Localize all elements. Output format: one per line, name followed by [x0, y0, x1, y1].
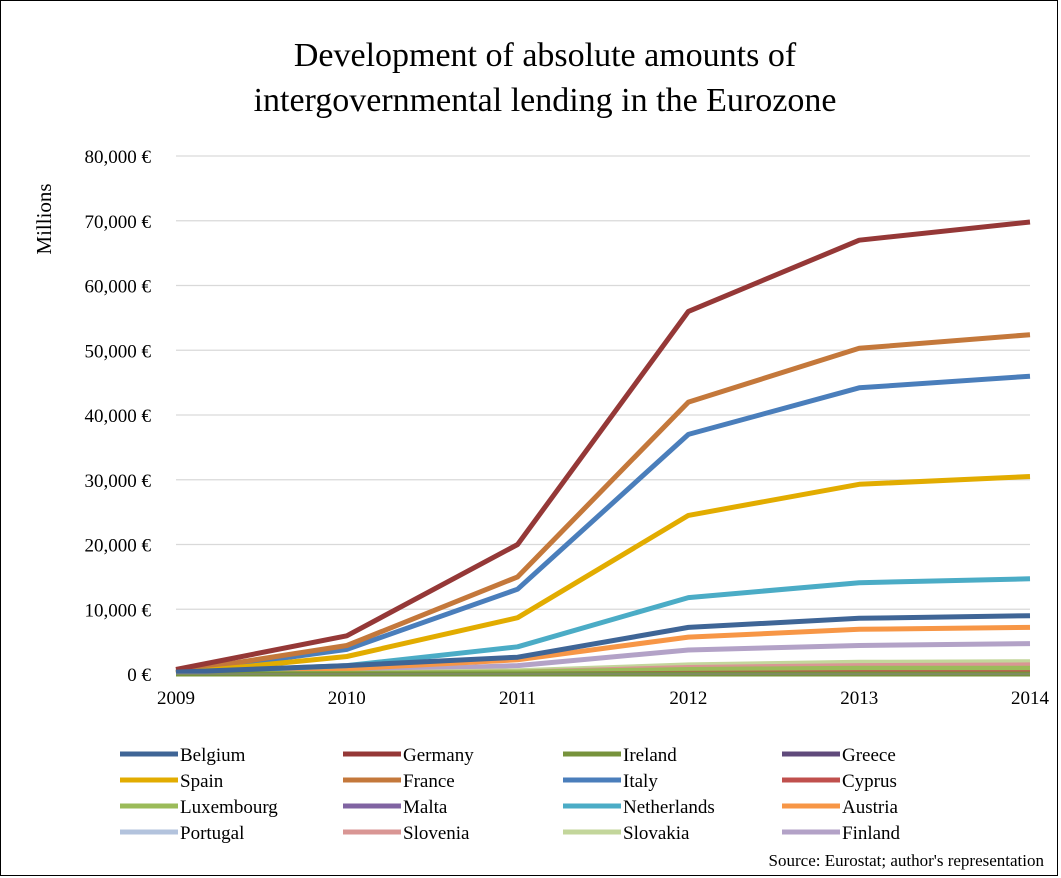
y-tick-label: 10,000 €	[85, 600, 152, 621]
x-tick-label: 2011	[499, 688, 536, 709]
chart-title: Development of absolute amounts of inter…	[254, 37, 837, 119]
series-line-belgium	[175, 613, 1031, 675]
legend: Belgium Germany Ireland Greece Spain France It…	[120, 745, 901, 844]
legend-label: Austria	[842, 797, 899, 818]
source-note: Source: Eurostat; author's representatio…	[769, 851, 1045, 870]
y-axis-ticks: 0 € 10,000 € 20,000 € 30,000 € 40,000 € 50,00…	[85, 147, 152, 686]
y-tick-label: 50,000 €	[85, 341, 152, 362]
legend-label: Cyprus	[842, 771, 897, 792]
x-tick-label: 2013	[840, 688, 878, 709]
series-line-spain	[175, 474, 1031, 676]
legend-label: Finland	[842, 823, 901, 844]
legend-label: Slovakia	[623, 823, 690, 844]
legend-label: Spain	[180, 771, 224, 792]
x-tick-label: 2012	[669, 688, 707, 709]
x-tick-label: 2014	[1011, 688, 1050, 709]
legend-label: Netherlands	[623, 797, 715, 818]
x-axis-ticks: 2009 2010 2011 2012 2013 2014	[157, 688, 1050, 709]
legend-label: Ireland	[623, 745, 677, 766]
chart-title-line-2: intergovernmental lending in the Eurozon…	[254, 82, 837, 119]
y-tick-label: 80,000 €	[85, 147, 152, 168]
legend-label: Italy	[623, 771, 658, 792]
legend-label: Slovenia	[403, 823, 470, 844]
legend-label: Greece	[842, 745, 896, 766]
chart-title-line-1: Development of absolute amounts of	[294, 37, 797, 74]
legend-label: Luxembourg	[180, 797, 278, 818]
series-line-italy	[175, 373, 1031, 676]
legend-label: France	[403, 771, 455, 792]
x-tick-label: 2010	[328, 688, 366, 709]
gridlines	[176, 155, 1030, 610]
y-tick-label: 20,000 €	[85, 536, 152, 557]
y-axis-label: Millions	[32, 183, 56, 254]
legend-label: Belgium	[180, 745, 246, 766]
x-tick-label: 2009	[157, 688, 195, 709]
y-tick-label: 0 €	[127, 665, 151, 686]
series-line-france	[175, 332, 1031, 675]
y-tick-label: 30,000 €	[85, 471, 152, 492]
series-line-austria	[175, 624, 1031, 676]
legend-label: Portugal	[180, 823, 244, 844]
y-tick-label: 40,000 €	[85, 406, 152, 427]
y-tick-label: 60,000 €	[85, 277, 152, 298]
y-tick-label: 70,000 €	[85, 212, 152, 233]
series-lines	[175, 219, 1031, 677]
legend-label: Malta	[403, 797, 448, 818]
series-line-germany	[175, 219, 1031, 672]
legend-label: Germany	[403, 745, 474, 766]
